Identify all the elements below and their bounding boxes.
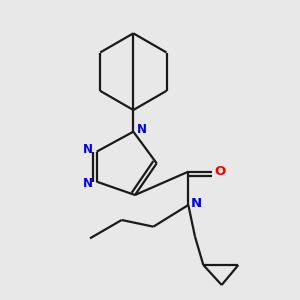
Text: N: N bbox=[191, 197, 202, 210]
Text: N: N bbox=[137, 124, 147, 136]
Text: N: N bbox=[83, 143, 93, 157]
Text: N: N bbox=[83, 177, 93, 190]
Text: O: O bbox=[214, 165, 226, 178]
